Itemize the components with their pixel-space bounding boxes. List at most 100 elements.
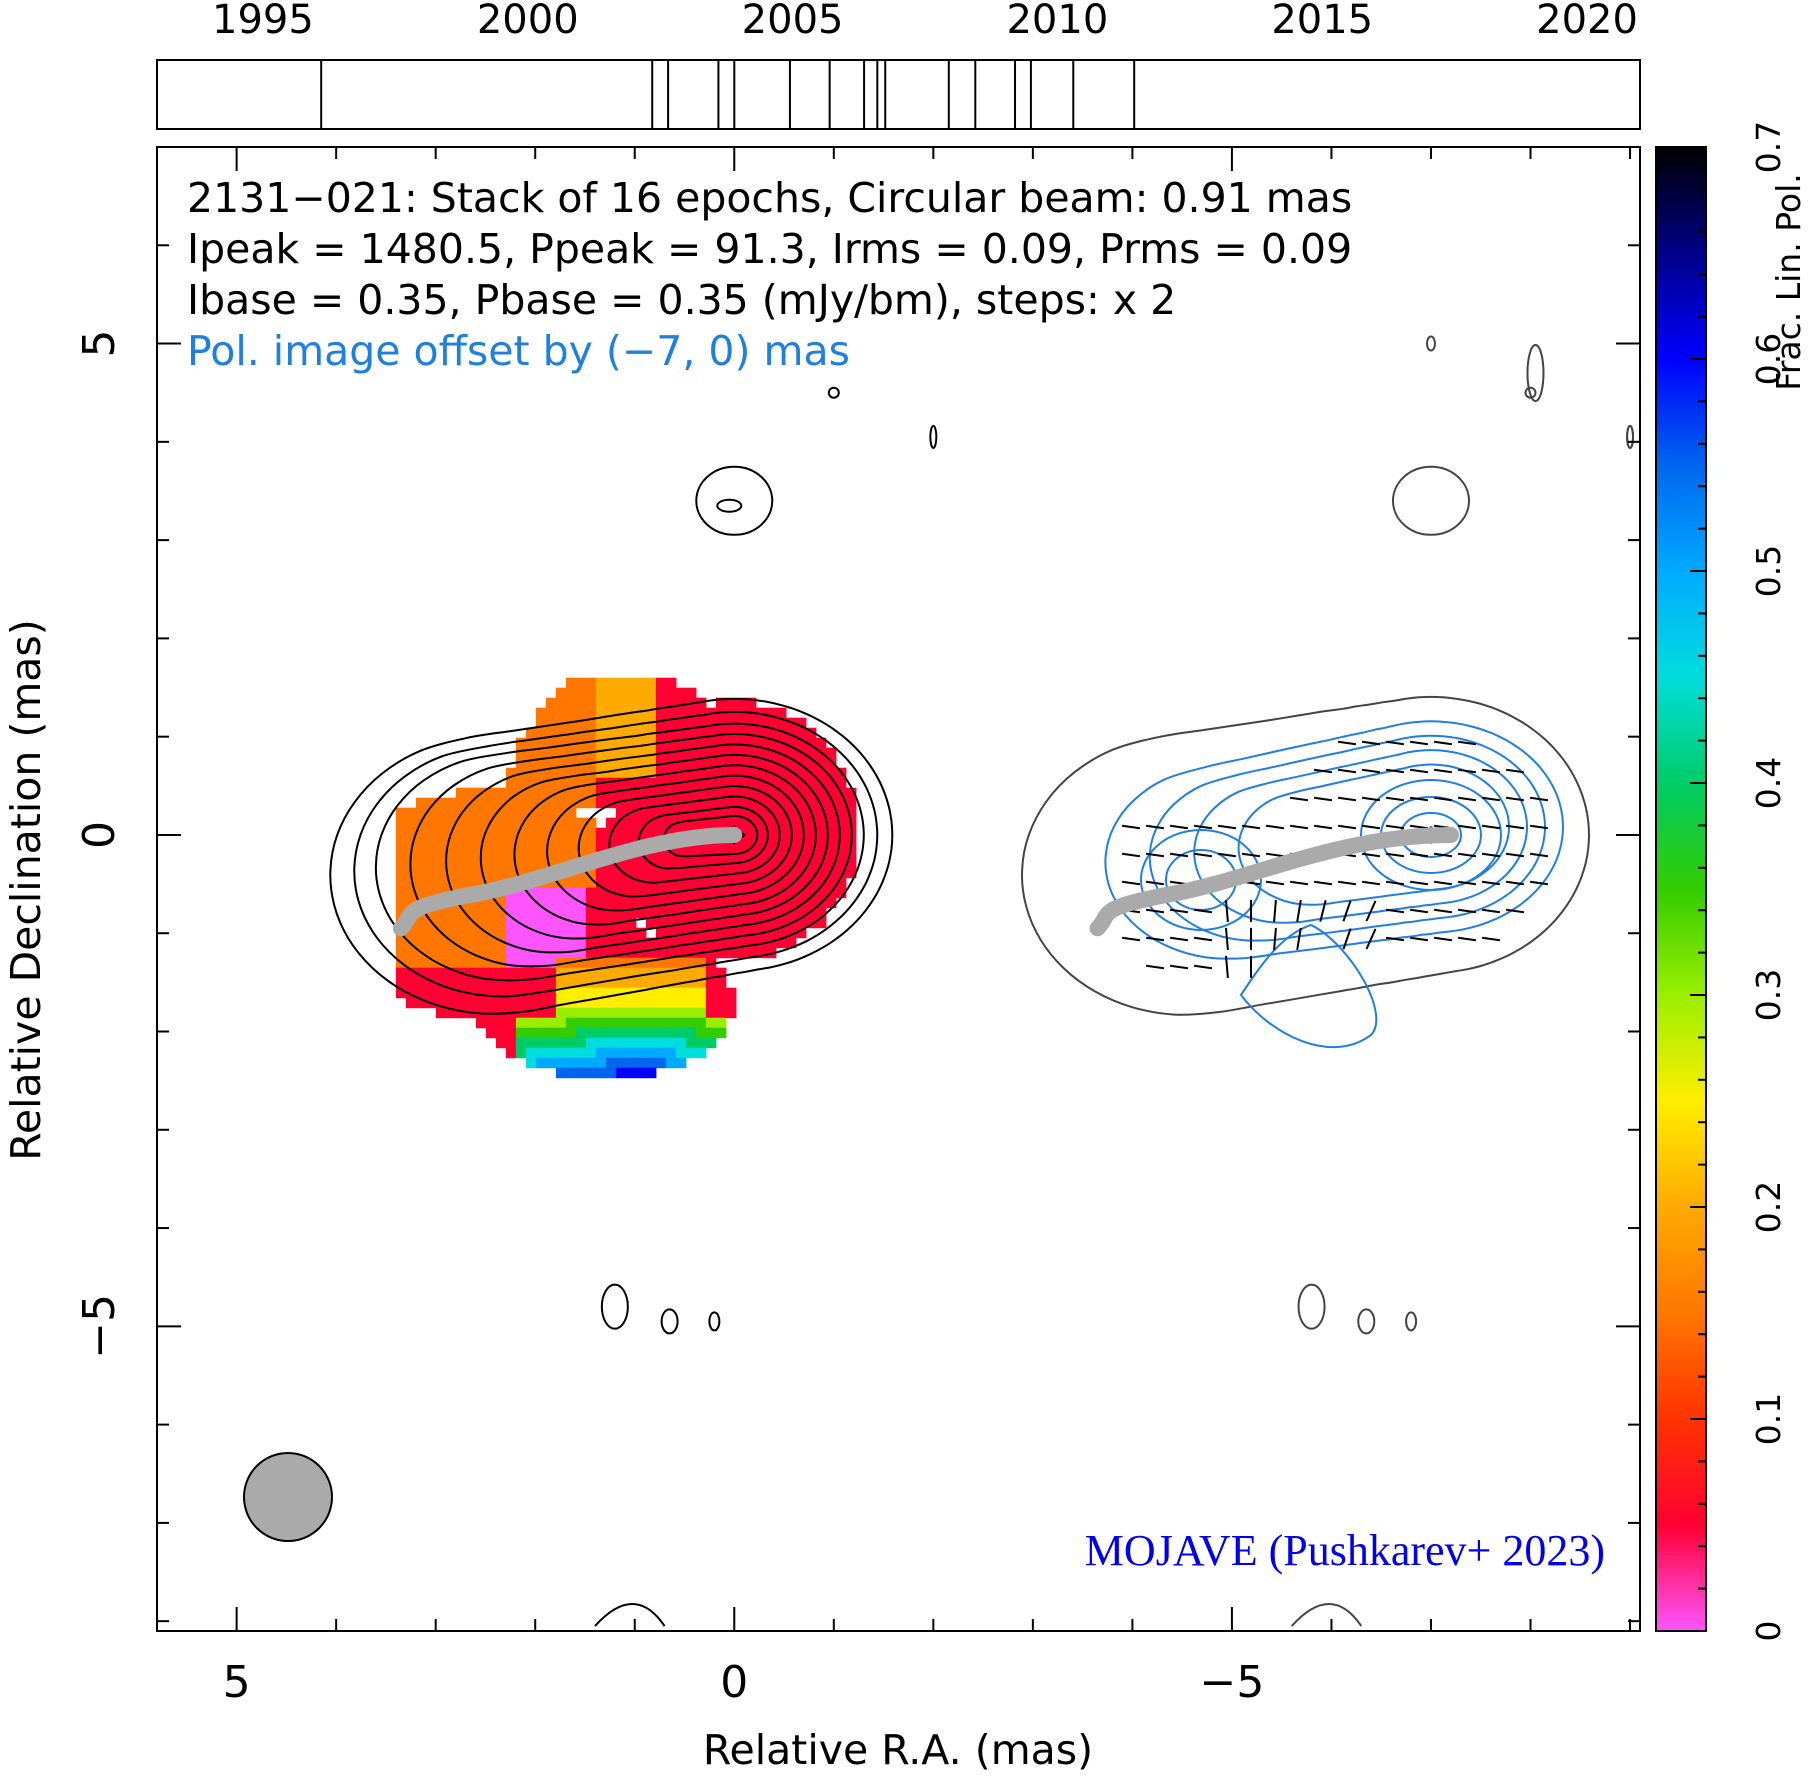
frac-pol-pixel bbox=[645, 747, 657, 759]
frac-pol-pixel bbox=[545, 717, 557, 729]
frac-pol-pixel bbox=[625, 867, 637, 879]
frac-pol-pixel bbox=[575, 967, 587, 979]
frac-pol-pixel bbox=[735, 747, 747, 759]
frac-pol-pixel bbox=[715, 967, 727, 979]
frac-pol-pixel bbox=[715, 1027, 727, 1039]
frac-pol-pixel bbox=[515, 737, 527, 749]
frac-pol-pixel bbox=[795, 827, 807, 839]
x-tick-label: 5 bbox=[223, 1657, 251, 1708]
frac-pol-pixel bbox=[595, 917, 607, 929]
frac-pol-pixel bbox=[705, 747, 717, 759]
frac-pol-pixel bbox=[615, 757, 627, 769]
frac-pol-pixel bbox=[835, 807, 847, 819]
frac-pol-pixel bbox=[615, 907, 627, 919]
frac-pol-pixel bbox=[565, 977, 577, 989]
frac-pol-pixel bbox=[775, 927, 787, 939]
frac-pol-pixel bbox=[655, 957, 667, 969]
frac-pol-pixel bbox=[745, 767, 757, 779]
colorbar-tick-label: 0.7 bbox=[1749, 121, 1788, 173]
frac-pol-pixel bbox=[675, 1057, 687, 1069]
frac-pol-pixel bbox=[685, 847, 697, 859]
frac-pol-pixel bbox=[635, 867, 647, 879]
frac-pol-pixel bbox=[755, 817, 767, 829]
frac-pol-pixel bbox=[465, 857, 477, 869]
frac-pol-pixel bbox=[635, 757, 647, 769]
frac-pol-pixel bbox=[435, 957, 447, 969]
frac-pol-pixel bbox=[395, 887, 407, 899]
frac-pol-pixel bbox=[645, 767, 657, 779]
frac-pol-pixel bbox=[615, 767, 627, 779]
frac-pol-pixel bbox=[605, 1017, 617, 1029]
frac-pol-pixel bbox=[845, 847, 857, 859]
x-tick-label: 0 bbox=[720, 1657, 748, 1708]
frac-pol-pixel bbox=[615, 677, 627, 689]
frac-pol-pixel bbox=[455, 997, 467, 1009]
frac-pol-pixel bbox=[495, 897, 507, 909]
frac-pol-pixel bbox=[555, 1047, 567, 1059]
frac-pol-pixel bbox=[525, 857, 537, 869]
frac-pol-pixel bbox=[415, 807, 427, 819]
frac-pol-pixel bbox=[565, 827, 577, 839]
frac-pol-pixel bbox=[755, 897, 767, 909]
frac-pol-pixel bbox=[635, 727, 647, 739]
evpa-tick bbox=[1361, 824, 1381, 830]
frac-pol-pixel bbox=[805, 817, 817, 829]
frac-pol-pixel bbox=[685, 957, 697, 969]
timeline-epoch-lines bbox=[320, 60, 1136, 129]
frac-pol-pixel bbox=[715, 897, 727, 909]
frac-pol-pixel bbox=[785, 937, 797, 949]
frac-pol-pixel bbox=[605, 687, 617, 699]
frac-pol-pixel bbox=[675, 707, 687, 719]
frac-pol-pixel bbox=[595, 727, 607, 739]
frac-pol-pixel bbox=[735, 807, 747, 819]
frac-pol-pixel bbox=[765, 797, 777, 809]
frac-pol-pixel bbox=[485, 787, 497, 799]
evpa-tick bbox=[1385, 936, 1405, 942]
frac-pol-pixel bbox=[495, 797, 507, 809]
frac-pol-pixel bbox=[755, 837, 767, 849]
frac-pol-pixel bbox=[595, 937, 607, 949]
frac-pol-pixel bbox=[725, 727, 737, 739]
frac-pol-pixel bbox=[805, 887, 817, 899]
colorbar-tick-labels: 0 0.1 0.2 0.3 0.4 0.5 0.6 0.7 bbox=[1749, 121, 1788, 1642]
intensity-contour bbox=[329, 697, 894, 1015]
evpa-tick bbox=[1505, 908, 1525, 914]
frac-pol-pixel bbox=[765, 877, 777, 889]
frac-pol-pixel bbox=[445, 837, 457, 849]
frac-pol-pixel bbox=[565, 767, 577, 779]
frac-pol-pixel bbox=[655, 1057, 667, 1069]
offset-intensity-outline bbox=[1021, 695, 1591, 1016]
frac-pol-pixel bbox=[625, 857, 637, 869]
evpa-tick bbox=[1409, 740, 1429, 746]
noise-contour-edge bbox=[1290, 1602, 1363, 1627]
frac-pol-pixel bbox=[605, 967, 617, 979]
evpa-tick bbox=[1457, 768, 1477, 774]
colorbar-label: Frac. Lin. Pol. bbox=[1769, 173, 1808, 391]
frac-pol-pixel bbox=[585, 737, 597, 749]
frac-pol-pixel bbox=[795, 917, 807, 929]
frac-pol-pixel bbox=[665, 827, 677, 839]
frac-pol-pixel bbox=[465, 867, 477, 879]
frac-pol-pixel bbox=[765, 727, 777, 739]
frac-pol-pixel bbox=[505, 927, 517, 939]
frac-pol-pixel bbox=[455, 857, 467, 869]
frac-pol-pixel bbox=[395, 937, 407, 949]
frac-pol-pixel bbox=[605, 677, 617, 689]
evpa-tick bbox=[1505, 852, 1525, 858]
frac-pol-pixel bbox=[595, 797, 607, 809]
frac-pol-pixel bbox=[625, 817, 637, 829]
frac-pol-pixel bbox=[705, 917, 717, 929]
frac-pol-pixel bbox=[835, 887, 847, 899]
plot-area: 5 0 −5 5 0 −5 2131−021: Stack of 16 epochs, … bbox=[74, 146, 1641, 1708]
frac-pol-pixel bbox=[515, 797, 527, 809]
frac-pol-pixel bbox=[585, 897, 597, 909]
frac-pol-pixel bbox=[565, 1007, 577, 1019]
frac-pol-pixel bbox=[515, 807, 527, 819]
frac-pol-pixel bbox=[695, 807, 707, 819]
frac-pol-pixel bbox=[575, 887, 587, 899]
frac-pol-pixel bbox=[465, 997, 477, 1009]
frac-pol-pixel bbox=[405, 877, 417, 889]
frac-pol-pixel bbox=[585, 907, 597, 919]
frac-pol-pixel bbox=[805, 837, 817, 849]
frac-pol-pixel bbox=[685, 857, 697, 869]
